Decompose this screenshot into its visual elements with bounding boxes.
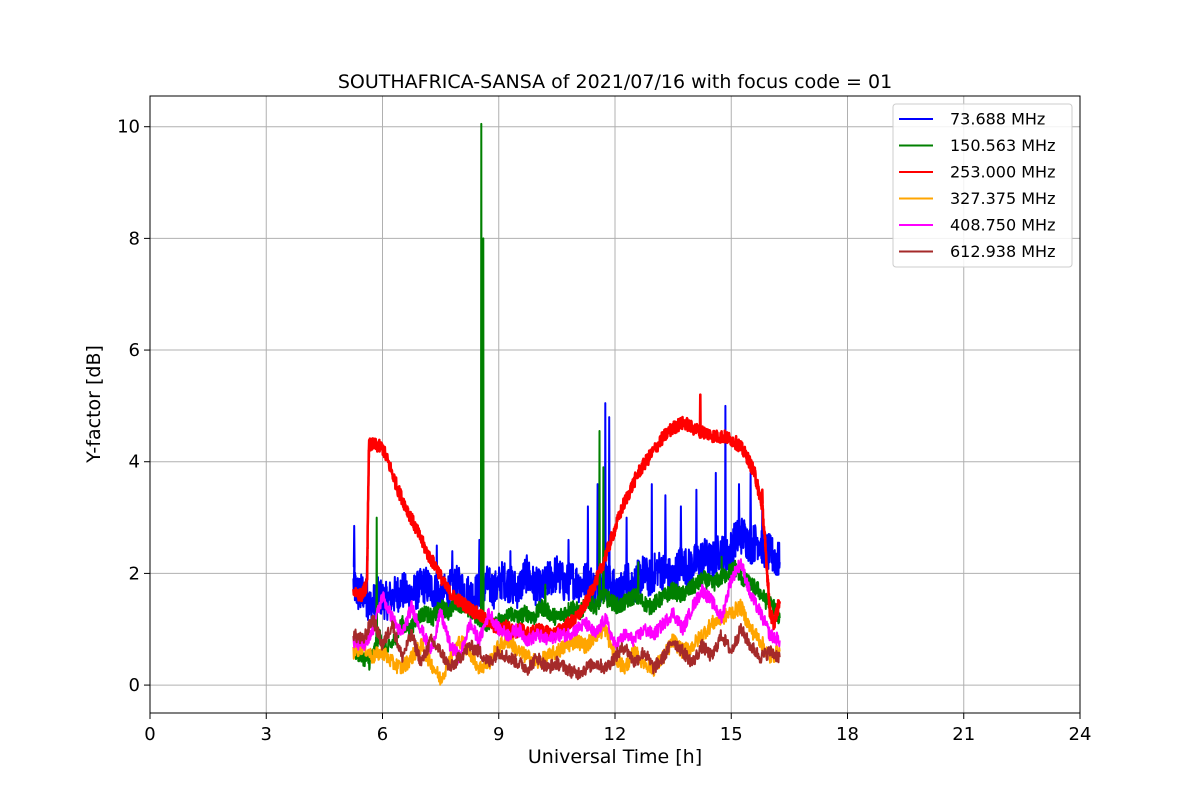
chart-title: SOUTHAFRICA-SANSA of 2021/07/16 with foc…: [338, 71, 892, 93]
legend-label: 327.375 MHz: [950, 189, 1055, 208]
legend-label: 73.688 MHz: [950, 110, 1045, 129]
x-tick-label: 0: [144, 724, 155, 745]
series-line-2: [352, 393, 781, 642]
legend-label: 408.750 MHz: [950, 216, 1055, 235]
x-axis: 0 3 6 9 12 15 18 21 24: [144, 713, 1091, 745]
x-tick-label: 18: [836, 724, 859, 745]
x-tick-label: 12: [604, 724, 627, 745]
y-axis-label: Y-factor [dB]: [83, 345, 105, 464]
x-tick-label: 21: [952, 724, 975, 745]
y-tick-label: 6: [129, 340, 140, 361]
y-tick-label: 0: [129, 675, 140, 696]
series-line-5: [352, 614, 781, 681]
y-tick-label: 10: [117, 117, 140, 138]
y-axis: 0 2 4 6 8 10: [117, 117, 150, 696]
x-tick-label: 6: [377, 724, 388, 745]
series-line-0: [352, 402, 781, 626]
y-tick-label: 8: [129, 228, 140, 249]
y-tick-label: 2: [129, 563, 140, 584]
x-tick-label: 24: [1069, 724, 1092, 745]
series-line-1: [354, 122, 781, 671]
legend-box: [892, 103, 1073, 268]
x-axis-label: Universal Time [h]: [528, 746, 702, 768]
legend: 73.688 MHz 150.563 MHz 253.000 MHz 327.375 …: [892, 103, 1073, 268]
x-tick-label: 15: [720, 724, 743, 745]
y-tick-label: 4: [129, 452, 140, 473]
series-layer: [352, 122, 781, 686]
legend-label: 150.563 MHz: [950, 136, 1055, 155]
x-tick-label: 9: [493, 724, 504, 745]
series-line-4: [352, 558, 781, 664]
x-tick-label: 3: [261, 724, 272, 745]
legend-label: 612.938 MHz: [950, 242, 1055, 261]
legend-label: 253.000 MHz: [950, 163, 1055, 182]
